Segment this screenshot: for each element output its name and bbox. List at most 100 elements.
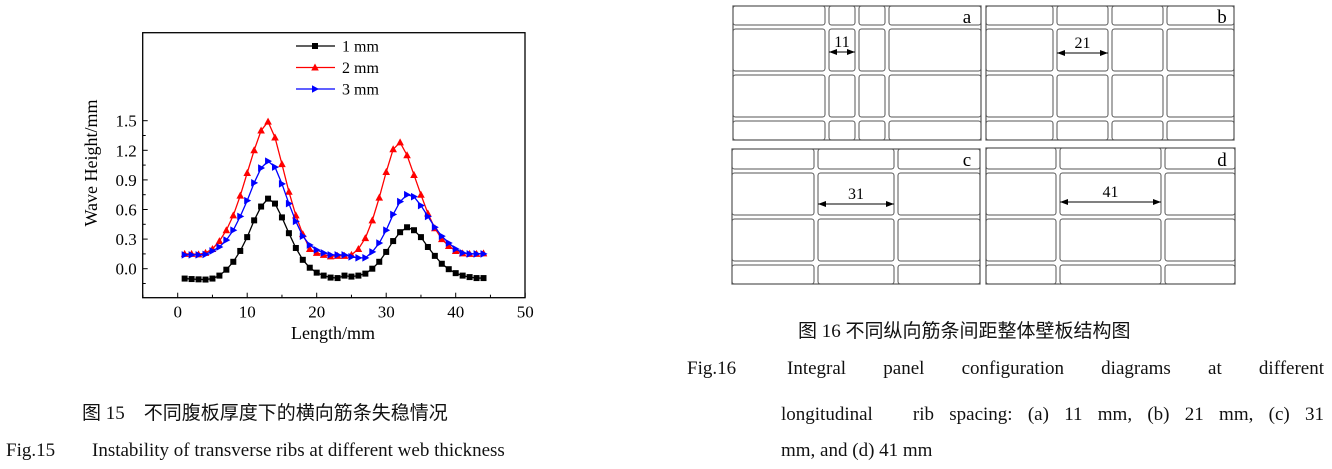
data-point (244, 234, 251, 241)
data-point (404, 224, 411, 231)
data-point (312, 248, 321, 256)
data-point (390, 238, 397, 245)
data-point (368, 216, 377, 224)
data-point (466, 250, 474, 258)
y-tick-label: 0.0 (115, 260, 136, 279)
data-point (355, 272, 362, 279)
data-point (445, 239, 453, 247)
y-tick-label: 1.2 (115, 141, 136, 160)
data-point (396, 138, 404, 146)
data-point (459, 249, 467, 257)
data-point (452, 270, 459, 277)
data-point (376, 239, 384, 247)
data-point (278, 214, 285, 221)
spacing-label: 41 (1103, 184, 1119, 201)
data-point (229, 211, 238, 219)
data-point (424, 212, 432, 221)
data-point (397, 197, 405, 206)
skin-cell (1164, 172, 1236, 216)
panel-b: 21 b (985, 5, 1235, 141)
skin-cell (828, 120, 856, 141)
series-1mm (181, 195, 487, 283)
data-point (417, 190, 425, 198)
data-point (431, 223, 439, 232)
y-axis-label: Wave Height/mm (81, 99, 101, 226)
data-point (369, 248, 377, 256)
skin-cell (731, 172, 815, 216)
data-point (397, 229, 404, 236)
data-point (411, 227, 417, 234)
skin-cell (888, 74, 982, 118)
data-point (292, 244, 299, 251)
skin-cell (817, 264, 895, 285)
plot-frame (142, 32, 526, 299)
legend-marker (311, 63, 319, 71)
data-point (195, 251, 203, 259)
legend-label: 1 mm (342, 39, 379, 56)
fig16-caption-zh: 图 16 不同纵向筋条间距整体壁板结构图 (798, 321, 1131, 342)
data-point (348, 253, 356, 261)
skin-cell (985, 120, 1054, 141)
fig15-caption-en-label: Fig.15 (6, 440, 56, 461)
panel-border (985, 5, 1235, 141)
data-point (459, 272, 466, 279)
panel-c: 31 c (731, 148, 981, 285)
x-tick-label: 40 (447, 303, 464, 322)
skin-cell (858, 5, 886, 26)
data-point (438, 260, 445, 267)
data-point (404, 190, 412, 199)
data-point (417, 234, 424, 241)
data-point (188, 276, 195, 283)
data-point (452, 245, 460, 253)
data-point (216, 243, 224, 251)
data-point (305, 244, 314, 252)
skin-cell (1059, 172, 1162, 216)
data-point (334, 251, 342, 259)
spacing-label: 11 (834, 34, 849, 51)
data-point (354, 244, 363, 252)
skin-cell (732, 5, 826, 26)
spacing-label: 31 (848, 186, 864, 203)
panel-letter: a (963, 7, 972, 28)
data-point (258, 164, 266, 172)
skin-cell (985, 28, 1054, 72)
data-point (473, 275, 480, 282)
data-point (299, 256, 306, 263)
y-tick-label: 0.3 (115, 230, 136, 249)
data-point (376, 258, 383, 265)
data-point (285, 230, 292, 237)
skin-cell (897, 148, 981, 170)
data-point (327, 251, 335, 259)
skin-cell (888, 120, 982, 141)
data-point (223, 266, 230, 273)
data-point (410, 170, 418, 178)
data-point (334, 275, 341, 282)
y-tick-label: 1.5 (115, 112, 136, 131)
skin-cell (1166, 120, 1235, 141)
fig15-caption-zh: 图 15 不同腹板厚度下的横向筋条失稳情况 (82, 403, 448, 424)
data-point (313, 246, 321, 254)
data-point (272, 163, 279, 171)
skin-cell (1111, 28, 1164, 72)
data-point (313, 269, 320, 276)
panel-a: 11 a (732, 5, 982, 141)
data-point (480, 250, 488, 258)
data-point (278, 160, 286, 168)
data-point (209, 247, 217, 255)
data-point (306, 264, 313, 271)
data-point (181, 275, 188, 282)
skin-cell (985, 218, 1057, 262)
skin-cell (1056, 120, 1109, 141)
data-point (417, 201, 425, 210)
data-point (306, 241, 314, 249)
skin-cell (1059, 264, 1162, 285)
panel-letter: d (1217, 150, 1227, 171)
x-axis-label: Length/mm (291, 323, 375, 343)
data-point (375, 193, 384, 201)
data-point (444, 242, 453, 250)
data-point (285, 187, 293, 195)
x-tick-label: 50 (517, 303, 534, 322)
series-line (184, 197, 484, 281)
skin-cell (1059, 218, 1162, 262)
